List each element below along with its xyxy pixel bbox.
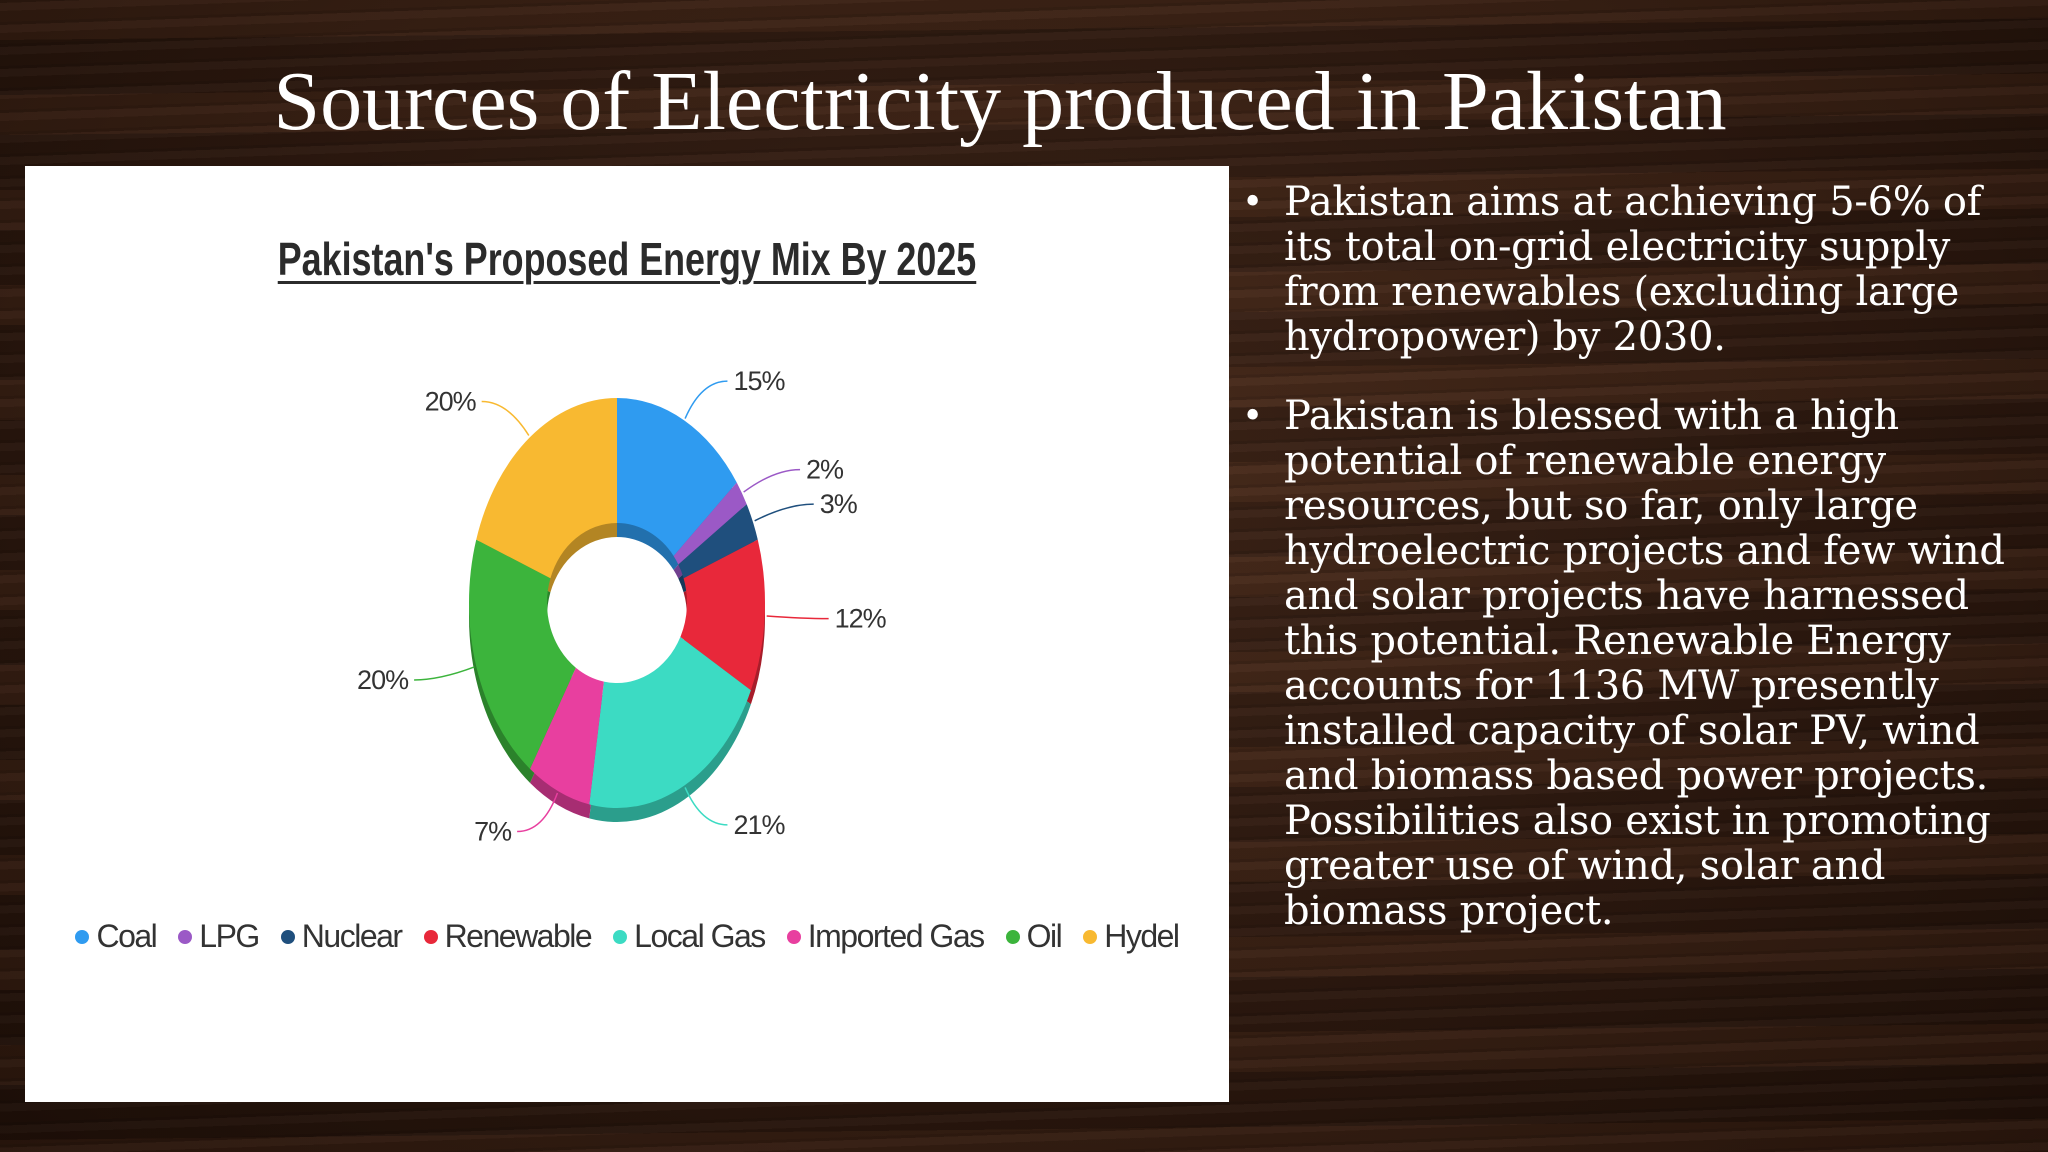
legend-item-lpg: LPG	[178, 918, 260, 955]
data-label-lpg: 2%	[806, 455, 844, 485]
data-label-imported-gas: 7%	[474, 817, 512, 847]
data-label-hydel: 20%	[425, 387, 477, 417]
legend-item-nuclear: Nuclear	[280, 918, 403, 955]
slide-title: Sources of Electricity produced in Pakis…	[273, 55, 1727, 148]
bullet-item: • Pakistan aims at achieving 5-6% of its …	[1240, 180, 2020, 360]
legend-swatch	[1083, 929, 1098, 944]
legend-swatch	[280, 929, 295, 944]
data-label-nuclear: 3%	[820, 489, 858, 519]
legend-item-coal: Coal	[75, 918, 158, 955]
leader-line-oil	[414, 666, 475, 681]
leader-line-imported-gas	[517, 792, 559, 833]
slice-lpg	[673, 482, 747, 565]
leader-line-nuclear	[754, 503, 814, 522]
legend-label: Renewable	[444, 918, 593, 954]
bullet-item: • Pakistan is blessed with a high potenti…	[1240, 394, 2020, 934]
leader-line-renewable	[766, 615, 829, 620]
leader-line-hydel	[481, 400, 530, 436]
legend-label: Imported Gas	[807, 918, 985, 954]
legend-swatch	[613, 929, 628, 944]
legend-item-local-gas: Local Gas	[613, 918, 766, 955]
bullet-text: Pakistan is blessed with a high potentia…	[1284, 393, 2005, 934]
legend-label: Oil	[1026, 918, 1063, 954]
slice-imported-gas	[530, 667, 604, 805]
chart-title: Pakistan's Proposed Energy Mix By 2025	[277, 233, 977, 285]
slice-oil	[468, 539, 576, 769]
leader-line-coal	[684, 380, 728, 419]
bullet-icon: •	[1242, 182, 1263, 223]
leader-line-local-gas	[684, 787, 728, 826]
legend-label: Nuclear	[301, 918, 403, 954]
bullet-text: Pakistan aims at achieving 5-6% of its t…	[1284, 179, 1982, 360]
legend-swatch	[75, 929, 90, 944]
legend-swatch	[1005, 929, 1020, 944]
chart-image: 15% 2% 3% 12% 21% 7% 20% 20% Pakistan's Propose…	[25, 166, 1229, 1102]
slice-renewable	[680, 539, 765, 691]
legend-swatch	[178, 929, 193, 944]
legend-label: Coal	[96, 918, 157, 954]
legend-item-imported-gas: Imported Gas	[786, 918, 985, 955]
leader-line-lpg	[743, 468, 801, 493]
data-label-oil: 20%	[357, 665, 409, 695]
legend-item-hydel: Hydel	[1083, 918, 1180, 955]
slice-local-gas	[589, 637, 751, 808]
bullet-list: • Pakistan aims at achieving 5-6% of its …	[1240, 180, 2020, 968]
slice-hydel	[476, 398, 617, 579]
legend-item-oil: Oil	[1005, 918, 1063, 955]
data-label-local-gas: 21%	[733, 810, 785, 840]
bullet-icon: •	[1242, 396, 1263, 437]
legend-item-renewable: Renewable	[423, 918, 593, 955]
data-label-renewable: 12%	[835, 604, 887, 634]
legend-label: Hydel	[1104, 918, 1180, 954]
donut-chart: 15% 2% 3% 12% 21% 7% 20% 20%	[357, 366, 888, 847]
chart-legend: Coal LPG Nuclear Renewable Local Gas Imported…	[25, 918, 1229, 955]
data-label-coal: 15%	[733, 366, 785, 396]
slice-nuclear	[678, 504, 758, 579]
slice-coal	[617, 398, 737, 556]
legend-swatch	[423, 929, 438, 944]
legend-swatch	[786, 929, 801, 944]
legend-label: LPG	[199, 918, 260, 954]
legend-label: Local Gas	[634, 918, 766, 954]
